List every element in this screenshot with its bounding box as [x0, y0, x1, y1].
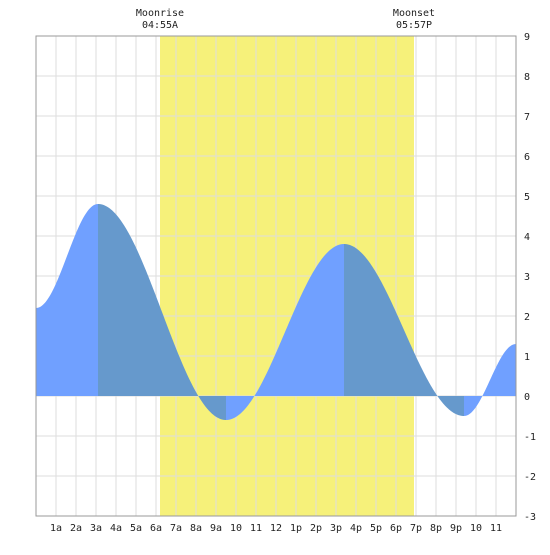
x-tick-label: 12 — [270, 523, 282, 534]
x-tick-label: 8p — [430, 523, 442, 534]
moonset-time: 05:57P — [396, 20, 432, 31]
x-tick-label: 11 — [250, 523, 262, 534]
x-tick-label: 3a — [90, 523, 102, 534]
y-tick-label: -1 — [524, 432, 536, 443]
x-tick-label: 1p — [290, 523, 302, 534]
x-tick-label: 1a — [50, 523, 62, 534]
x-tick-label: 6a — [150, 523, 162, 534]
x-tick-label: 10 — [470, 523, 482, 534]
x-tick-label: 8a — [190, 523, 202, 534]
plot-frame — [35, 35, 517, 517]
y-tick-label: 8 — [524, 72, 530, 83]
x-tick-label: 5a — [130, 523, 142, 534]
y-tick-label: 3 — [524, 272, 530, 283]
x-tick-label: 9a — [210, 523, 222, 534]
moonrise-title: Moonrise — [136, 8, 184, 19]
x-tick-label: 11 — [490, 523, 502, 534]
x-tick-label: 2a — [70, 523, 82, 534]
x-tick-label: 5p — [370, 523, 382, 534]
moonset-title: Moonset — [393, 8, 435, 19]
y-tick-label: 1 — [524, 352, 530, 363]
x-tick-label: 4p — [350, 523, 362, 534]
y-tick-label: 4 — [524, 232, 530, 243]
x-tick-label: 7a — [170, 523, 182, 534]
tide-rising-area — [464, 344, 516, 416]
y-tick-label: 6 — [524, 152, 530, 163]
y-tick-label: -3 — [524, 512, 536, 523]
y-tick-label: -2 — [524, 472, 536, 483]
tide-rising-area — [36, 204, 98, 396]
moonrise-time: 04:55A — [142, 20, 178, 31]
y-tick-label: 2 — [524, 312, 530, 323]
tide-falling-area — [98, 204, 226, 420]
x-tick-label: 6p — [390, 523, 402, 534]
x-tick-label: 7p — [410, 523, 422, 534]
y-tick-label: 5 — [524, 192, 530, 203]
y-tick-label: 0 — [524, 392, 530, 403]
y-tick-label: 9 — [524, 32, 530, 43]
tide-area-layer — [36, 204, 516, 420]
x-tick-label: 3p — [330, 523, 342, 534]
tide-rising-area — [226, 244, 344, 420]
x-tick-label: 4a — [110, 523, 122, 534]
y-tick-label: 7 — [524, 112, 530, 123]
tide-falling-area — [344, 244, 464, 416]
x-tick-label: 9p — [450, 523, 462, 534]
label-layer: 1a 2a 3a 4a 5a 6a 7a 8a 9a 10 11 12 1p 2p 3p 4p 5p 6p 7p 8p… — [50, 8, 536, 534]
x-tick-label: 2p — [310, 523, 322, 534]
x-tick-label: 10 — [230, 523, 242, 534]
